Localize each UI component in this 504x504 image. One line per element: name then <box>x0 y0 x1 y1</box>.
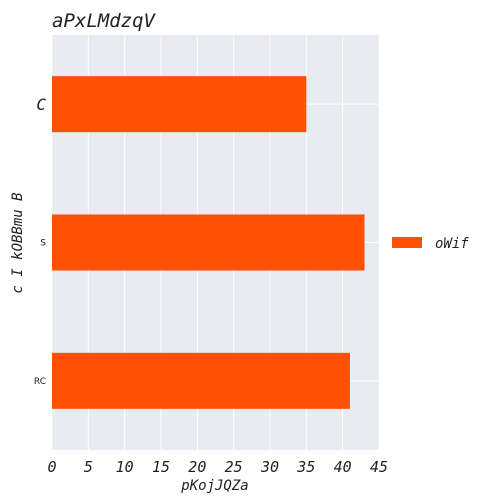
bar-c <box>52 76 307 133</box>
legend: oWif <box>392 236 469 252</box>
y-tick-label: C <box>36 95 46 114</box>
legend-swatch <box>392 237 422 248</box>
x-tick-label: 0 <box>47 458 56 476</box>
y-tick-labels: C S RC <box>34 95 46 387</box>
y-tick-label: S <box>40 239 46 249</box>
x-tick-label: 10 <box>116 458 134 476</box>
x-tick-label: 30 <box>260 458 279 476</box>
chart-title: aPxLMdzqV <box>52 10 157 32</box>
x-tick-label: 35 <box>296 458 315 476</box>
x-axis-label: pKojJQZa <box>180 478 248 494</box>
bar-s <box>52 214 365 271</box>
x-tick-label: 40 <box>334 458 352 476</box>
y-tick-label: RC <box>34 377 46 387</box>
x-tick-labels: 0 5 10 15 20 25 30 35 40 45 <box>47 458 388 476</box>
bar-rc <box>52 352 350 409</box>
legend-label: oWif <box>435 236 469 252</box>
x-tick-label: 20 <box>188 458 206 476</box>
x-tick-label: 25 <box>225 458 243 476</box>
y-axis-label: c I kOBBmu B <box>10 192 26 293</box>
x-tick-label: 45 <box>370 458 388 476</box>
bars <box>52 76 365 409</box>
x-tick-label: 5 <box>84 458 93 476</box>
x-tick-label: 15 <box>152 458 170 476</box>
